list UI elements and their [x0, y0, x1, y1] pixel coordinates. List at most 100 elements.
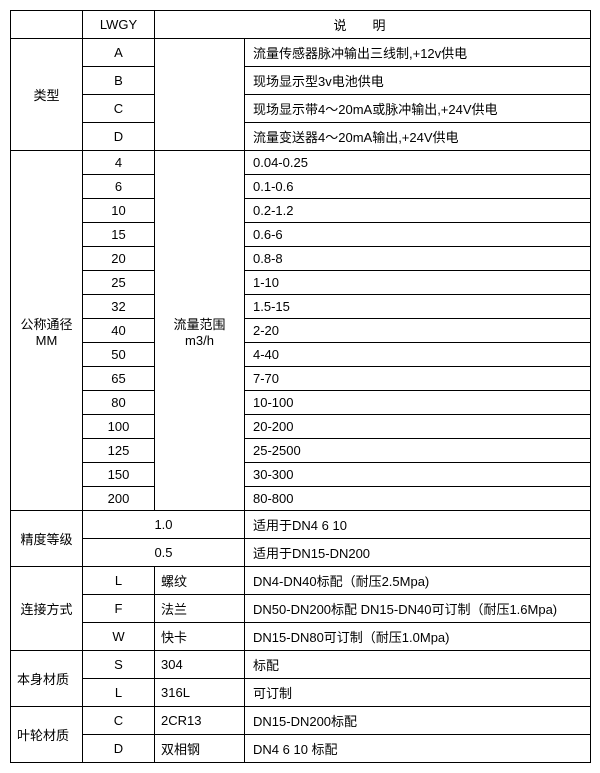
type-code: B	[83, 67, 155, 95]
body-code: L	[83, 679, 155, 707]
body-desc: 可订制	[245, 679, 591, 707]
table-row: 32 1.5-15	[11, 295, 591, 319]
conn-mid: 法兰	[155, 595, 245, 623]
type-mid-blank	[155, 39, 245, 151]
dn-desc: 10-100	[245, 391, 591, 415]
dn-code: 65	[83, 367, 155, 391]
group-type-label: 类型	[11, 39, 83, 151]
type-desc: 现场显示型3v电池供电	[245, 67, 591, 95]
table-row: 10020-200	[11, 415, 591, 439]
table-row: D双相钢DN4 6 10 标配	[11, 735, 591, 763]
type-code: C	[83, 95, 155, 123]
table-row: 80 10-100	[11, 391, 591, 415]
dn-code: 32	[83, 295, 155, 319]
table-row: D 流量变送器4～20mA输出,+24V供电	[11, 123, 591, 151]
dn-desc: 0.8-8	[245, 247, 591, 271]
dn-code: 150	[83, 463, 155, 487]
table-row: 20 0.8-8	[11, 247, 591, 271]
acc-desc: 适用于DN4 6 10	[245, 511, 591, 539]
table-row: 本身材质S304标配	[11, 651, 591, 679]
table-row: W快卡DN15-DN80可订制（耐压1.0Mpa)	[11, 623, 591, 651]
table-row: 125 25-2500	[11, 439, 591, 463]
dn-desc: 30-300	[245, 463, 591, 487]
dn-code: 6	[83, 175, 155, 199]
conn-desc: DN4-DN40标配（耐压2.5Mpa)	[245, 567, 591, 595]
type-desc: 流量传感器脉冲输出三线制,+12v供电	[245, 39, 591, 67]
table-row: 6 0.1-0.6	[11, 175, 591, 199]
table-row: 150 30-300	[11, 463, 591, 487]
dn-code: 80	[83, 391, 155, 415]
dn-desc: 1.5-15	[245, 295, 591, 319]
body-mid: 304	[155, 651, 245, 679]
type-code: D	[83, 123, 155, 151]
dn-desc: 80-800	[245, 487, 591, 511]
table-row: 40 2-20	[11, 319, 591, 343]
blank-cell	[11, 11, 83, 39]
table-row: 65 7-70	[11, 367, 591, 391]
table-row: 10 0.2-1.2	[11, 199, 591, 223]
body-code: S	[83, 651, 155, 679]
group-imp-label: 叶轮材质	[11, 707, 83, 763]
conn-code: W	[83, 623, 155, 651]
dn-desc: 7-70	[245, 367, 591, 391]
table-row: LWGY说明	[11, 11, 591, 39]
dn-code: 4	[83, 151, 155, 175]
spec-table: LWGY说明类型A 流量传感器脉冲输出三线制,+12v供电 B 现场显示型3v电池供电…	[10, 10, 591, 763]
type-desc: 现场显示带4～20mA或脉冲输出,+24V供电	[245, 95, 591, 123]
conn-desc: DN50-DN200标配 DN15-DN40可订制（耐压1.6Mpa)	[245, 595, 591, 623]
dn-desc: 0.2-1.2	[245, 199, 591, 223]
group-dn-label: 公称通径MM	[11, 151, 83, 511]
conn-code: F	[83, 595, 155, 623]
dn-desc: 0.04-0.25	[245, 151, 591, 175]
header-lwgy: LWGY	[83, 11, 155, 39]
table-row: 0.5适用于DN15-DN200	[11, 539, 591, 567]
imp-mid: 2CR13	[155, 707, 245, 735]
dn-desc: 4-40	[245, 343, 591, 367]
conn-mid: 螺纹	[155, 567, 245, 595]
dn-desc: 0.6-6	[245, 223, 591, 247]
imp-mid: 双相钢	[155, 735, 245, 763]
group-body-label: 本身材质	[11, 651, 83, 707]
table-row: 150.6-6	[11, 223, 591, 247]
dn-code: 25	[83, 271, 155, 295]
dn-desc: 25-2500	[245, 439, 591, 463]
imp-code: C	[83, 707, 155, 735]
conn-code: L	[83, 567, 155, 595]
table-row: 精度等级1.0适用于DN4 6 10	[11, 511, 591, 539]
body-desc: 标配	[245, 651, 591, 679]
table-row: 公称通径MM4流量范围m3/h0.04-0.25	[11, 151, 591, 175]
acc-desc: 适用于DN15-DN200	[245, 539, 591, 567]
dn-desc: 2-20	[245, 319, 591, 343]
dn-code: 40	[83, 319, 155, 343]
dn-desc: 1-10	[245, 271, 591, 295]
dn-desc: 20-200	[245, 415, 591, 439]
table-row: 连接方式L螺纹DN4-DN40标配（耐压2.5Mpa)	[11, 567, 591, 595]
table-row: 25 1-10	[11, 271, 591, 295]
table-row: 200 80-800	[11, 487, 591, 511]
dn-desc: 0.1-0.6	[245, 175, 591, 199]
table-row: B 现场显示型3v电池供电	[11, 67, 591, 95]
table-row: F法兰DN50-DN200标配 DN15-DN40可订制（耐压1.6Mpa)	[11, 595, 591, 623]
imp-desc: DN4 6 10 标配	[245, 735, 591, 763]
group-acc-label: 精度等级	[11, 511, 83, 567]
dn-code: 20	[83, 247, 155, 271]
acc-code: 1.0	[83, 511, 245, 539]
conn-mid: 快卡	[155, 623, 245, 651]
group-conn-label: 连接方式	[11, 567, 83, 651]
body-mid: 316L	[155, 679, 245, 707]
table-row: 50 4-40	[11, 343, 591, 367]
dn-mid-label: 流量范围m3/h	[155, 151, 245, 511]
acc-code: 0.5	[83, 539, 245, 567]
dn-code: 200	[83, 487, 155, 511]
conn-desc: DN15-DN80可订制（耐压1.0Mpa)	[245, 623, 591, 651]
type-code: A	[83, 39, 155, 67]
type-desc: 流量变送器4～20mA输出,+24V供电	[245, 123, 591, 151]
table-row: C 现场显示带4～20mA或脉冲输出,+24V供电	[11, 95, 591, 123]
table-row: 叶轮材质C2CR13DN15-DN200标配	[11, 707, 591, 735]
dn-code: 125	[83, 439, 155, 463]
table-row: 类型A流量传感器脉冲输出三线制,+12v供电	[11, 39, 591, 67]
table-row: L316L可订制	[11, 679, 591, 707]
imp-desc: DN15-DN200标配	[245, 707, 591, 735]
dn-code: 50	[83, 343, 155, 367]
dn-code: 10	[83, 199, 155, 223]
